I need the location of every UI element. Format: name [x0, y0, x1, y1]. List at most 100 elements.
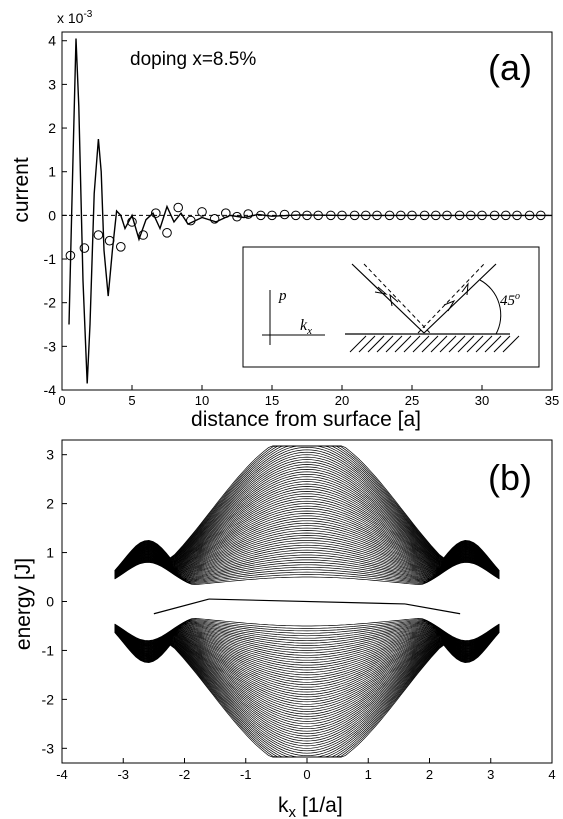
- panel-a-circle-point: [93, 230, 104, 240]
- panel-b-band-line: [114, 629, 500, 725]
- panel-a-circle-point: [79, 243, 90, 253]
- panel-a-circle-point: [162, 228, 172, 238]
- panel-b-y-tick-label: 0: [46, 594, 54, 610]
- panel-b-band-line: [114, 481, 500, 574]
- inset-hatch-line: [421, 335, 439, 353]
- inset-hatch-line: [403, 335, 421, 353]
- panel-b-band-line: [114, 486, 500, 574]
- panel-a-line-series: [68, 38, 552, 384]
- panel-b-band-line: [114, 626, 500, 681]
- panel-a-circle-point: [501, 210, 511, 221]
- panel-a-circle-point: [279, 209, 290, 220]
- panel-b-y-tick-label: 3: [46, 447, 54, 463]
- panel-a-circle-point: [151, 208, 161, 218]
- inset-hatch-line: [493, 335, 511, 353]
- panel-b-band-line: [114, 629, 500, 727]
- panel-a-circle-point: [372, 210, 382, 221]
- panel-b-band-line: [114, 454, 500, 573]
- panel-a-x-tick-label: 35: [545, 393, 559, 408]
- panel-a-circle-point: [232, 211, 242, 222]
- panel-b-band-line: [114, 510, 500, 576]
- panel-b-band-line: [114, 500, 500, 575]
- panel-b-surface-state: [404, 603, 461, 615]
- panel-a-circle-point: [243, 209, 253, 219]
- inset-diagram: p kx 45o: [242, 246, 540, 368]
- panel-a-x-tick-label: 25: [405, 393, 419, 408]
- inset-arrow-incoming: [374, 286, 388, 295]
- inset-hatch-line: [394, 335, 412, 353]
- panel-b-y-tick-label: -2: [42, 691, 55, 707]
- panel-a-circle-point: [419, 210, 430, 221]
- panel-a-circle-point: [65, 250, 76, 261]
- inset-angle-arc: [479, 279, 502, 335]
- panel-a-ylabel: current: [10, 157, 33, 223]
- inset-hatch-line: [502, 335, 520, 353]
- panel-b-band-line: [114, 630, 500, 744]
- panel-a-circle-point: [313, 210, 324, 221]
- panel-b-band-line: [114, 628, 500, 703]
- panel-a-circle-point: [291, 210, 301, 221]
- panel-a-circle-point: [349, 210, 360, 221]
- panel-a-circle-point: [337, 210, 347, 221]
- panel-a-circle-point: [466, 210, 476, 221]
- panel-b-band-line: [114, 449, 500, 572]
- panel-a-circle-point: [116, 242, 126, 252]
- panel-b-band-line: [114, 628, 500, 705]
- panel-b-band-line: [114, 627, 500, 698]
- panel-b-xlabel: kx [1/a]: [278, 794, 343, 819]
- panel-a-y-tick-label: -2: [44, 295, 57, 311]
- panel-b-band-line: [114, 627, 500, 686]
- panel-a-y-tick-label: 1: [48, 164, 56, 180]
- panel-b-band-line: [114, 627, 500, 683]
- panel-a-circle-point: [256, 210, 266, 221]
- panel-b-x-tick-label: -2: [179, 767, 191, 782]
- panel-a-xlabel: distance from surface [a]: [191, 408, 421, 431]
- panel-b-band-line: [114, 629, 500, 732]
- panel-b-band-line: [114, 629, 500, 720]
- inset-surface-hatch: [349, 335, 520, 353]
- panel-b-band-line: [114, 627, 500, 693]
- panel-a-circle-point: [267, 210, 277, 221]
- panel-b-band-line: [114, 626, 500, 678]
- panel-a-annotation: doping x=8.5%: [130, 49, 256, 70]
- panel-a-circle-point: [104, 235, 115, 246]
- panel-b-band-line: [114, 459, 500, 573]
- panel-b-band-line: [114, 630, 500, 737]
- panel-b-band-line: [114, 495, 500, 575]
- panel-a-y-tick-label: -1: [44, 251, 57, 267]
- panel-a-y-tick-label: 0: [48, 207, 56, 223]
- inset-incoming-ray-dashed: [363, 263, 431, 334]
- panel-b-band-line: [114, 628, 500, 708]
- inset-arrow-reflected-dashed: [443, 299, 456, 312]
- inset-angle-label: 45o: [500, 291, 520, 309]
- panel-a-x-tick-label: 5: [128, 393, 135, 408]
- panel-a-circle-point: [173, 202, 183, 213]
- inset-hatch-line: [439, 335, 457, 353]
- panel-b-ylabel: energy [J]: [12, 558, 35, 650]
- panel-b-x-tick-label: -4: [56, 767, 68, 782]
- panel-b-band-line: [114, 627, 500, 688]
- inset-arrow-reflected: [461, 282, 469, 296]
- panel-b-band-line: [114, 471, 500, 574]
- panel-b-band-line: [114, 628, 500, 715]
- inset-hatch-line: [484, 335, 502, 353]
- panel-b-x-tick-label: 1: [365, 767, 372, 782]
- panel-b-x-tick-label: -3: [117, 767, 129, 782]
- panel-b-band-line: [114, 628, 500, 700]
- panel-a-circle-point: [524, 210, 535, 221]
- panel-a-circle-point: [186, 215, 196, 226]
- panel-a: 0 5 10 15 20 25 30 35 -4 -3 -2 -1 0 1 2 3 4 x 10-3 dopin…: [10, 9, 559, 431]
- panel-b-x-tick-label: 0: [303, 767, 310, 782]
- panel-b-band-line: [114, 451, 500, 572]
- panel-b-band-line: [114, 630, 500, 749]
- panel-a-y-tick-label: -3: [44, 338, 57, 354]
- panel-a-circle-point: [454, 210, 465, 221]
- panel-a-y-multiplier: x 10-3: [57, 9, 93, 26]
- panel-b-band-line: [114, 491, 500, 575]
- panel-a-circle-point: [209, 214, 220, 224]
- panel-a-circle-point: [396, 210, 406, 221]
- panel-b-band-line: [114, 626, 500, 676]
